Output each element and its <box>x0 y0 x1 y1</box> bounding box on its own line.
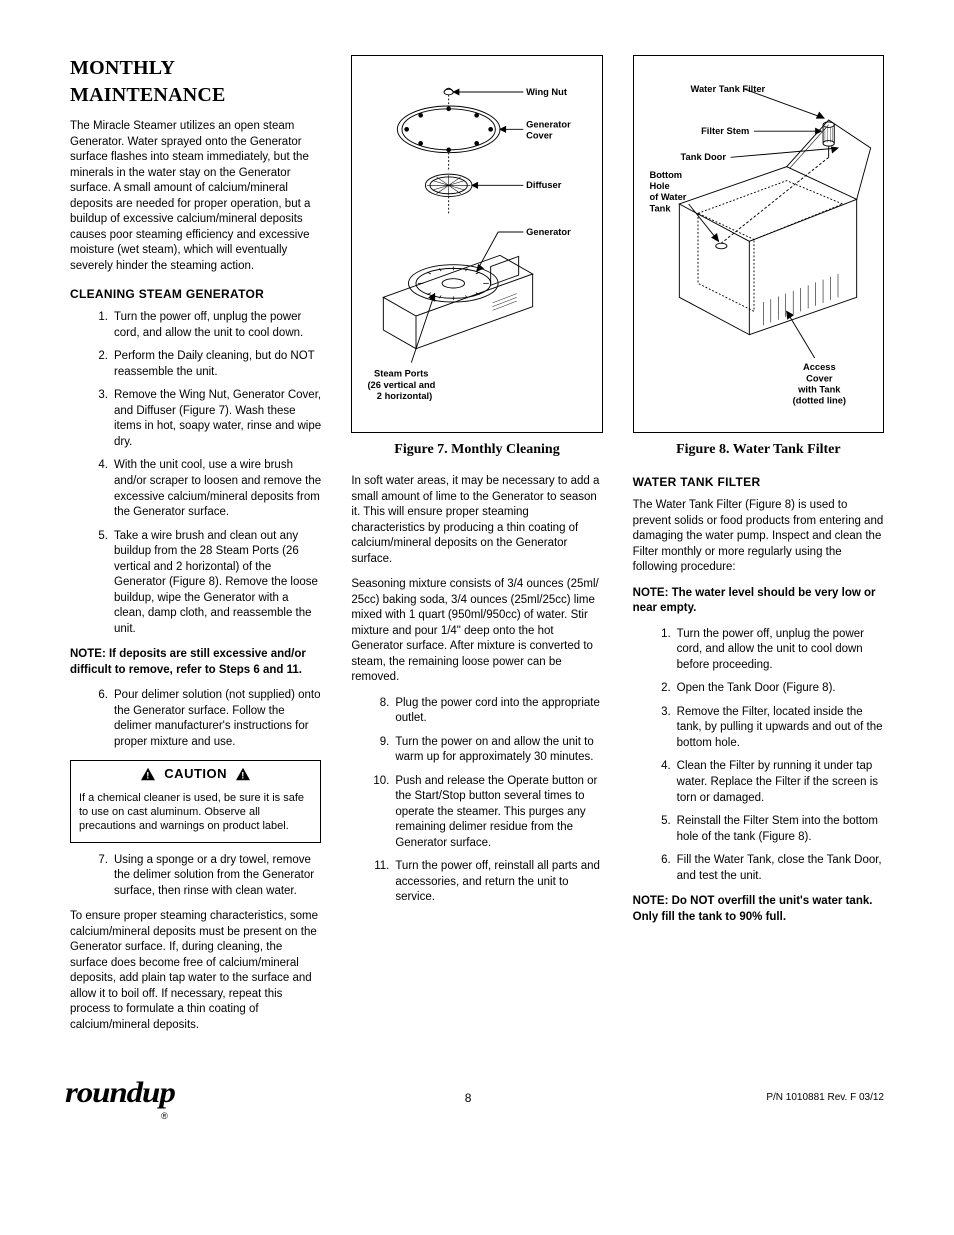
label-ports-1: Steam Ports <box>374 369 428 379</box>
label-wing-nut: Wing Nut <box>526 87 567 97</box>
step-11: Turn the power off, reinstall all parts … <box>395 859 602 906</box>
figure-7-box: Wing Nut Generator Cover Diffuser Genera… <box>351 55 602 433</box>
cleaning-step-6: 6.Pour delimer solution (not supplied) o… <box>70 688 321 750</box>
page-columns: Monthly Maintenance The Miracle Steamer … <box>70 55 884 1043</box>
wtf-header: Water Tank Filter <box>633 474 884 490</box>
soft-water-paragraph: In soft water areas, it may be necessary… <box>351 474 602 567</box>
figure-8-diagram: Water Tank Filter Filter Stem Tank Door … <box>642 64 875 419</box>
step-4: With the unit cool, use a wire brush and… <box>114 458 321 520</box>
label-hole-4: Tank <box>649 203 671 213</box>
label-generator: Generator <box>526 227 571 237</box>
step-10: Push and release the Operate button or t… <box>395 774 602 852</box>
label-hole-3: of Water <box>649 192 686 202</box>
cleaning-step-7: 7.Using a sponge or a dry towel, remove … <box>70 853 321 900</box>
step-3: Remove the Wing Nut, Generator Cover, an… <box>114 388 321 450</box>
label-ports-2: (26 vertical and <box>368 380 436 390</box>
warning-icon: ! <box>235 767 251 781</box>
label-access-3: with Tank <box>797 385 841 395</box>
label-access-2: Cover <box>806 373 833 383</box>
figure-7-diagram: Wing Nut Generator Cover Diffuser Genera… <box>360 64 593 419</box>
wtf-step-3: Remove the Filter, located inside the ta… <box>677 705 884 752</box>
label-hole-1: Bottom <box>649 170 682 180</box>
wtf-step-1: Turn the power off, unplug the power cor… <box>677 627 884 674</box>
part-number: P/N 1010881 Rev. F 03/12 <box>766 1091 884 1105</box>
label-diffuser: Diffuser <box>526 180 562 190</box>
step-2: Perform the Daily cleaning, but do NOT r… <box>114 349 321 380</box>
label-tank-door: Tank Door <box>680 152 726 162</box>
column-1: Monthly Maintenance The Miracle Steamer … <box>70 55 321 1043</box>
warning-icon: ! <box>140 767 156 781</box>
brand-logo: roundup ® <box>70 1073 170 1122</box>
page-title: Monthly Maintenance <box>70 55 321 109</box>
intro-paragraph: The Miracle Steamer utilizes an open ste… <box>70 119 321 274</box>
wtf-step-5: Reinstall the Filter Stem into the botto… <box>677 814 884 845</box>
seasoning-paragraph: Seasoning mixture consists of 3/4 ounces… <box>351 577 602 686</box>
label-access-1: Access <box>803 362 836 372</box>
label-cover-1: Generator <box>526 119 571 129</box>
cleaning-steps-8-11: 8.Plug the power cord into the appropria… <box>351 696 602 906</box>
wtf-step-6: Fill the Water Tank, close the Tank Door… <box>677 853 884 884</box>
step-1: Turn the power off, unplug the power cor… <box>114 310 321 341</box>
page-number: 8 <box>465 1090 472 1106</box>
label-access-4: (dotted line) <box>792 396 845 406</box>
cleaning-header: Cleaning Steam Generator <box>70 286 321 302</box>
label-ports-3: 2 horizontal) <box>377 391 432 401</box>
step-5: Take a wire brush and clean out any buil… <box>114 529 321 638</box>
figure-7-caption: Figure 7. Monthly Cleaning <box>351 441 602 460</box>
label-water-tank-filter: Water Tank Filter <box>690 84 765 94</box>
column-2: Wing Nut Generator Cover Diffuser Genera… <box>351 55 602 1043</box>
post-step7-paragraph: To ensure proper steaming characteristic… <box>70 909 321 1033</box>
figure-8-caption: Figure 8. Water Tank Filter <box>633 441 884 460</box>
step-7: Using a sponge or a dry towel, remove th… <box>114 853 321 900</box>
note-deposits: NOTE: If deposits are still excessive an… <box>70 647 321 678</box>
svg-text:!: ! <box>241 771 245 781</box>
wtf-step-4: Clean the Filter by running it under tap… <box>677 759 884 806</box>
figure-8-box: Water Tank Filter Filter Stem Tank Door … <box>633 55 884 433</box>
wtf-note-1: NOTE: The water level should be very low… <box>633 586 884 617</box>
label-filter-stem: Filter Stem <box>701 126 749 136</box>
label-cover-2: Cover <box>526 131 553 141</box>
caution-header: ! CAUTION ! <box>71 761 320 787</box>
caution-box: ! CAUTION ! If a chemical cleaner is use… <box>70 760 321 842</box>
wtf-intro: The Water Tank Filter (Figure 8) is used… <box>633 498 884 576</box>
step-9: Turn the power on and allow the unit to … <box>395 735 602 766</box>
page-footer: roundup ® 8 P/N 1010881 Rev. F 03/12 <box>70 1073 884 1122</box>
wtf-steps: 1.Turn the power off, unplug the power c… <box>633 627 884 884</box>
wtf-step-2: Open the Tank Door (Figure 8). <box>677 681 884 697</box>
svg-text:!: ! <box>147 771 151 781</box>
caution-title: CAUTION <box>164 765 227 783</box>
cleaning-steps-1-5: 1.Turn the power off, unplug the power c… <box>70 310 321 637</box>
step-8: Plug the power cord into the appropriate… <box>395 696 602 727</box>
caution-body: If a chemical cleaner is used, be sure i… <box>71 787 320 842</box>
step-6: Pour delimer solution (not supplied) ont… <box>114 688 321 750</box>
column-3: Water Tank Filter Filter Stem Tank Door … <box>633 55 884 1043</box>
wtf-note-2: NOTE: Do NOT overfill the unit's water t… <box>633 894 884 925</box>
label-hole-2: Hole <box>649 181 669 191</box>
